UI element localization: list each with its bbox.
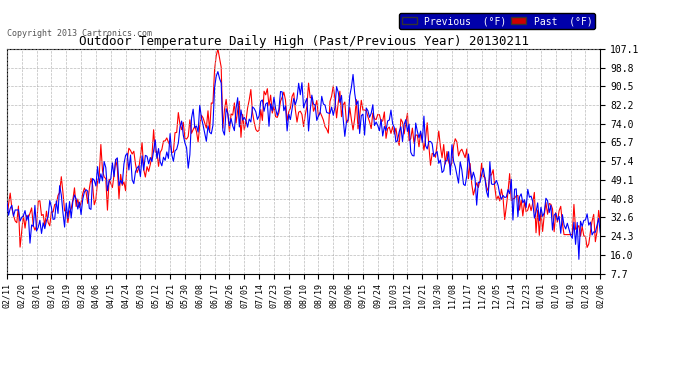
Previous  (°F) bbox=[362, 106, 371, 110]
Previous  (°F) bbox=[525, 195, 533, 200]
Past  (°F) bbox=[113, 166, 121, 170]
Previous  (°F) bbox=[19, 214, 28, 218]
Previous  (°F) bbox=[342, 120, 351, 124]
Line: Previous  (°F): Previous (°F) bbox=[7, 72, 600, 260]
Past  (°F) bbox=[214, 47, 222, 51]
Past  (°F) bbox=[3, 214, 11, 219]
Past  (°F) bbox=[342, 120, 351, 125]
Past  (°F) bbox=[583, 245, 591, 250]
Past  (°F) bbox=[596, 221, 604, 226]
Previous  (°F) bbox=[3, 200, 11, 204]
Previous  (°F) bbox=[575, 257, 583, 262]
Legend: Previous  (°F), Past  (°F): Previous (°F), Past (°F) bbox=[399, 13, 595, 29]
Past  (°F) bbox=[525, 201, 533, 206]
Text: Copyright 2013 Cartronics.com: Copyright 2013 Cartronics.com bbox=[7, 28, 152, 38]
Previous  (°F) bbox=[375, 129, 384, 133]
Past  (°F) bbox=[375, 112, 384, 117]
Previous  (°F) bbox=[596, 231, 604, 235]
Past  (°F) bbox=[19, 213, 28, 217]
Line: Past  (°F): Past (°F) bbox=[7, 49, 600, 248]
Past  (°F) bbox=[362, 108, 371, 113]
Title: Outdoor Temperature Daily High (Past/Previous Year) 20130211: Outdoor Temperature Daily High (Past/Pre… bbox=[79, 34, 529, 48]
Previous  (°F) bbox=[113, 156, 121, 160]
Previous  (°F) bbox=[214, 69, 222, 74]
